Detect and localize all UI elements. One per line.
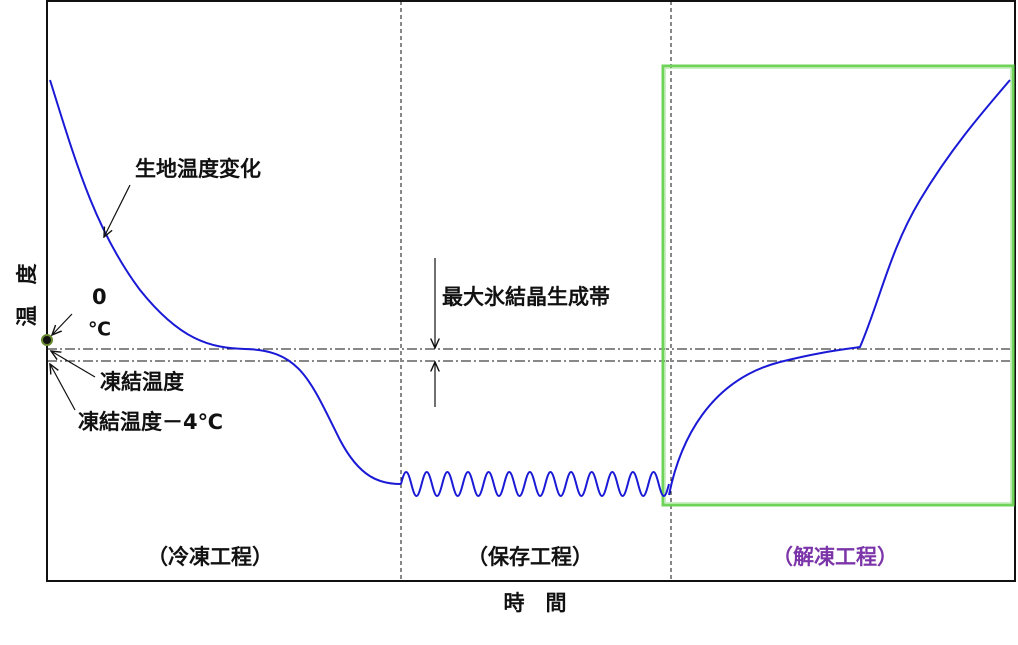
arrow [50, 364, 76, 411]
annotation: 凍結温度－4℃ [78, 410, 223, 434]
thaw-highlight [661, 64, 1015, 507]
arrow [104, 184, 131, 237]
phase-label: （保存工程） [467, 545, 593, 569]
annotation: 0 [92, 285, 107, 309]
phase-label: （解凍工程） [772, 545, 898, 569]
annotation: 最大氷結晶生成帯 [442, 285, 610, 309]
temperature-curve [49, 79, 402, 485]
arrow [52, 313, 73, 335]
frame [46, 0, 1016, 582]
zero-point [41, 334, 53, 346]
thaw-curve [668, 79, 1011, 496]
annotation: 生地温度変化 [135, 157, 261, 181]
thaw-highlight-inner [665, 68, 1011, 503]
phase-label: （冷凍工程） [147, 545, 273, 569]
annotation: ℃ [88, 319, 111, 341]
y-axis-label: 温 度 [15, 264, 39, 327]
arrow [51, 351, 96, 378]
annotation: 凍結温度 [100, 370, 184, 394]
x-axis-label: 時 間 [504, 591, 567, 615]
storage-wave [400, 471, 670, 497]
